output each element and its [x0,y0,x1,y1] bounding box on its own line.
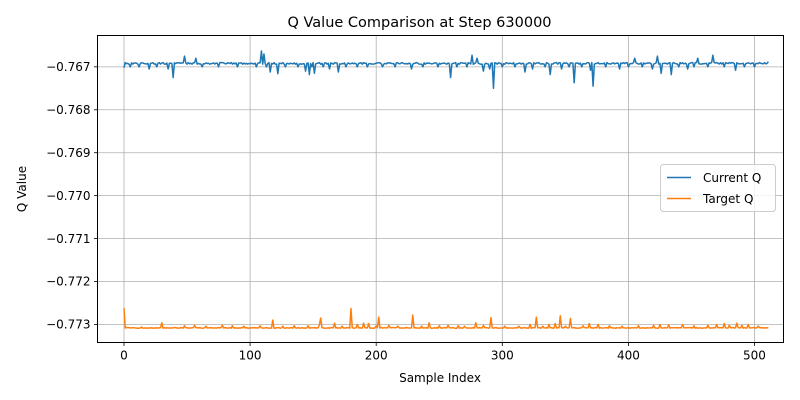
y-tick-label: −0.773 [46,318,90,332]
legend-box [660,164,776,212]
legend-label-target-q: Target Q [702,192,753,206]
x-tick-label: 100 [239,349,262,363]
x-tick-label: 500 [743,349,766,363]
x-tick-label: 200 [365,349,388,363]
x-axis-ticks: 0 100 200 300 400 500 [120,342,766,363]
y-tick-label: −0.768 [46,103,90,117]
x-tick-label: 400 [617,349,640,363]
legend: Current Q Target Q [660,164,776,212]
series-line-target-q [123,307,769,329]
series-line-current-q [123,50,769,90]
y-tick-label: −0.769 [46,146,90,160]
chart-title: Q Value Comparison at Step 630000 [287,15,551,31]
y-tick-label: −0.767 [46,60,90,74]
y-axis-title: Q Value [15,166,29,212]
series-lines [123,50,769,329]
x-axis-title: Sample Index [399,371,481,385]
y-tick-label: −0.770 [46,189,90,203]
legend-label-current-q: Current Q [703,171,761,185]
x-tick-label: 0 [120,349,128,363]
y-tick-label: −0.771 [46,232,90,246]
y-axis-ticks: −0.767 −0.768 −0.769 −0.770 −0.771 −0.772 −0.7… [46,60,98,332]
plot-frame [97,35,784,343]
x-tick-label: 300 [491,349,514,363]
y-tick-label: −0.772 [46,275,90,289]
